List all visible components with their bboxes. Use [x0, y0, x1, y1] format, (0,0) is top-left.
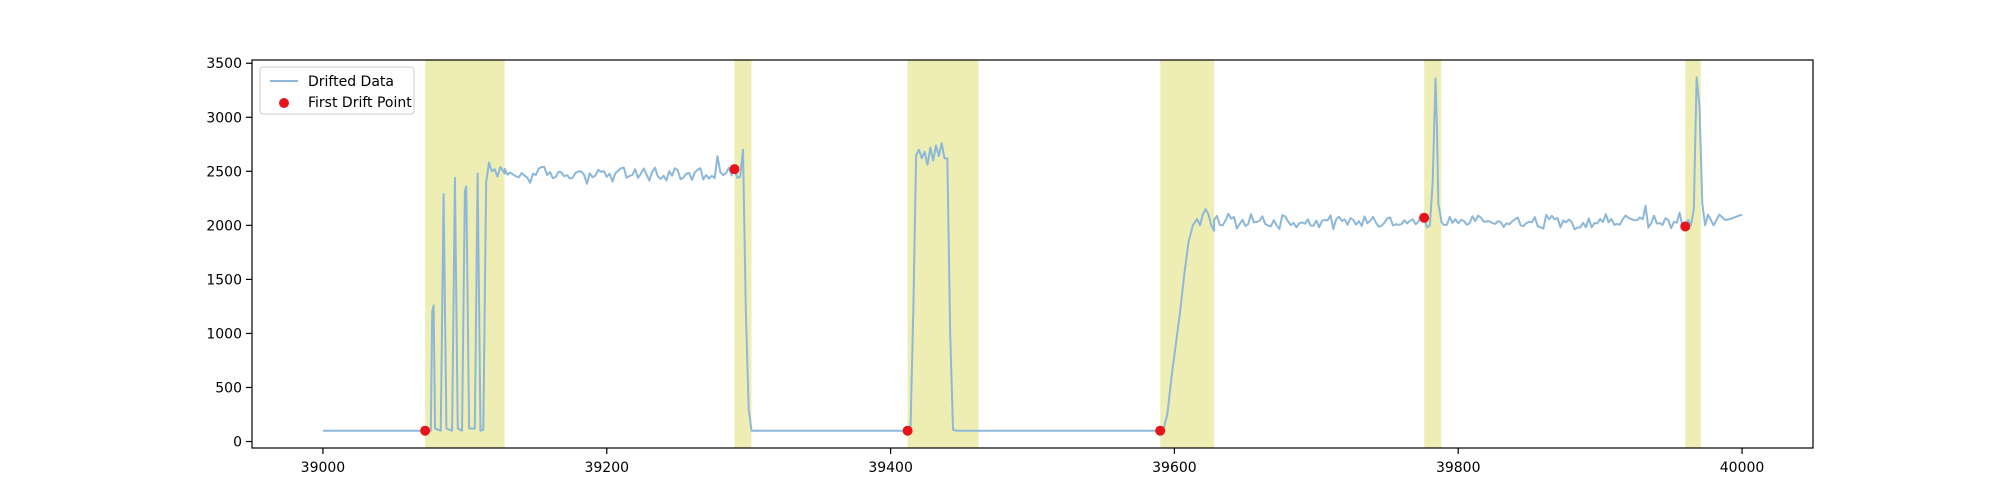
legend-marker-swatch	[279, 98, 289, 108]
x-tick-label: 39400	[868, 460, 913, 476]
legend-box	[259, 66, 415, 115]
drift-region	[1685, 60, 1701, 448]
y-tick-label: 3500	[206, 56, 242, 72]
y-tick-label: 0	[233, 435, 242, 451]
plot-frame	[251, 59, 1814, 449]
x-tick-label: 39200	[584, 460, 629, 476]
drift-points-layer	[420, 164, 1691, 436]
first-drift-point-marker	[1680, 221, 1691, 232]
data-line-layer	[322, 76, 1743, 432]
legend-label: Drifted Data	[308, 74, 394, 90]
first-drift-point-marker	[902, 425, 913, 436]
drifted-data-line	[322, 76, 1743, 432]
y-tick-label: 2000	[206, 218, 242, 234]
legend: Drifted Data First Drift Point	[259, 66, 415, 115]
y-tick-label: 3000	[206, 110, 242, 126]
y-tick-label: 1000	[206, 326, 242, 342]
first-drift-point-marker	[1155, 425, 1166, 436]
x-tick-label: 39000	[301, 460, 346, 476]
x-tick-label: 39800	[1436, 460, 1481, 476]
first-drift-point-marker	[420, 425, 431, 436]
drift-region	[907, 60, 979, 448]
first-drift-point-marker	[1419, 212, 1430, 223]
drift-regions-layer	[425, 60, 1701, 448]
x-tick-label: 39600	[1152, 460, 1197, 476]
drift-region	[1424, 60, 1442, 448]
legend-label: First Drift Point	[308, 95, 412, 111]
y-tick-label: 2500	[206, 164, 242, 180]
first-drift-point-marker	[729, 164, 740, 175]
y-tick-label: 500	[215, 380, 242, 396]
axes-layer: 39000 39200 39400 39600 39800 40000 0 500 1000 15…	[206, 56, 1814, 476]
y-tick-label: 1500	[206, 272, 242, 288]
x-tick-label: 40000	[1720, 460, 1765, 476]
